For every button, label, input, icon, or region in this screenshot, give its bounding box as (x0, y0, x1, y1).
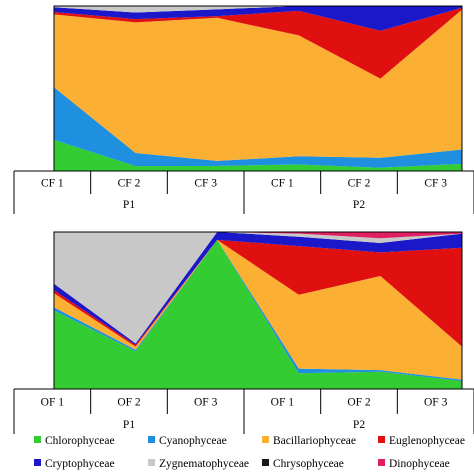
top-area-chlorophyceae (54, 139, 462, 171)
bottom-category-label: OF 3 (194, 397, 218, 409)
top-area-euglenophyceae (54, 7, 462, 79)
legend-swatch-chlorophyceae (34, 436, 41, 443)
bottom-category-label: OF 3 (424, 397, 448, 409)
legend-label-chlorophyceae: Chlorophyceae (45, 435, 115, 447)
bottom-category-label: OF 2 (117, 397, 141, 409)
bottom-area-dinophyceae (54, 232, 462, 239)
legend-label-bacillariophyceae: Bacillariophyceae (273, 435, 356, 447)
legend-label-dinophyceae: Dinophyceae (389, 458, 450, 470)
top-area-cryptophyceae (54, 6, 462, 31)
legend-label-cyanophyceae: Cyanophyceae (159, 435, 227, 447)
bottom-area-cryptophyceae (54, 232, 462, 346)
top-category-label: CF 1 (271, 178, 294, 190)
top-chart-panel: CF 1 CF 2 CF 3 CF 1 CF 2 CF 3 P1 P2 (13, 5, 474, 214)
bottom-category-label: OF 2 (347, 397, 371, 409)
top-category-label: CF 2 (118, 178, 141, 190)
legend-swatch-cryptophyceae (34, 459, 41, 466)
bottom-chart-category-axis: OF 1 OF 2 OF 3 OF 1 OF 2 OF 3 P1 P2 (13, 388, 474, 434)
top-category-label: CF 1 (41, 178, 64, 190)
bottom-area-bacillariophyceae (54, 239, 462, 380)
legend-swatch-cyanophyceae (148, 436, 155, 443)
legend-label-chrysophyceae: Chrysophyceae (273, 458, 344, 470)
bottom-chart-areas (54, 232, 462, 389)
bottom-group-label: P1 (123, 419, 135, 431)
legend-label-euglenophyceae: Euglenophyceae (389, 435, 465, 447)
bottom-category-label: OF 1 (271, 397, 295, 409)
chart-legend: Chlorophyceae Cyanophyceae Bacillariophyce… (34, 435, 465, 470)
legend-swatch-zygnematophyceae (148, 459, 155, 466)
top-category-label: CF 3 (424, 178, 447, 190)
legend-label-zygnematophyceae: Zygnematophyceae (159, 458, 249, 470)
top-category-label: CF 3 (194, 178, 217, 190)
legend-swatch-bacillariophyceae (262, 436, 269, 443)
legend-swatch-chrysophyceae (262, 459, 269, 466)
legend-swatch-dinophyceae (378, 459, 385, 466)
bottom-group-label: P2 (353, 419, 365, 431)
legend-swatch-euglenophyceae (378, 436, 385, 443)
top-group-label: P1 (123, 199, 135, 211)
top-category-label: CF 2 (348, 178, 371, 190)
legend-label-cryptophyceae: Cryptophyceae (45, 458, 115, 470)
top-area-zygnematophyceae (54, 6, 462, 13)
bottom-area-zygnematophyceae (54, 232, 462, 344)
top-area-cyanophyceae (54, 87, 462, 168)
top-chart-category-axis: CF 1 CF 2 CF 3 CF 1 CF 2 CF 3 P1 P2 (13, 170, 474, 214)
top-area-bacillariophyceae (54, 9, 462, 161)
bottom-area-chlorophyceae (54, 239, 462, 389)
top-group-label: P2 (353, 199, 365, 211)
bottom-area-euglenophyceae (54, 239, 462, 347)
bottom-category-label: OF 1 (41, 397, 65, 409)
bottom-chart-panel: OF 1 OF 2 OF 3 OF 1 OF 2 OF 3 P1 P2 (13, 231, 474, 434)
top-chart-areas (54, 6, 462, 171)
